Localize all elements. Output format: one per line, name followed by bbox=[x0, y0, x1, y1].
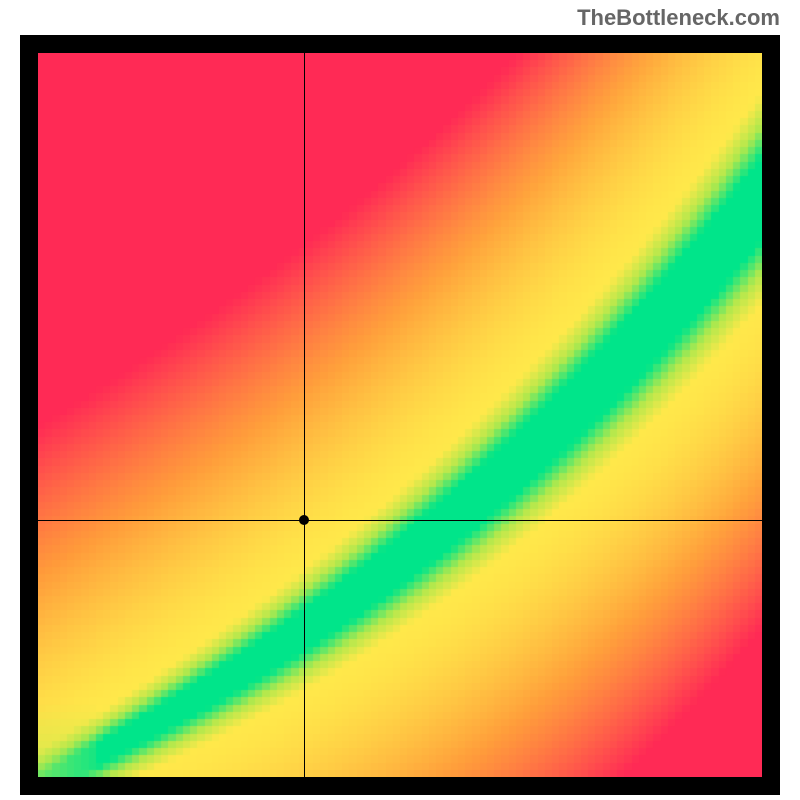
plot-area bbox=[38, 53, 762, 777]
marker-dot bbox=[299, 515, 309, 525]
chart-container: TheBottleneck.com bbox=[0, 0, 800, 800]
chart-frame bbox=[20, 35, 780, 795]
watermark-text: TheBottleneck.com bbox=[577, 5, 780, 31]
crosshair-horizontal bbox=[38, 520, 762, 521]
heatmap-canvas bbox=[38, 53, 762, 777]
crosshair-vertical bbox=[304, 53, 305, 777]
